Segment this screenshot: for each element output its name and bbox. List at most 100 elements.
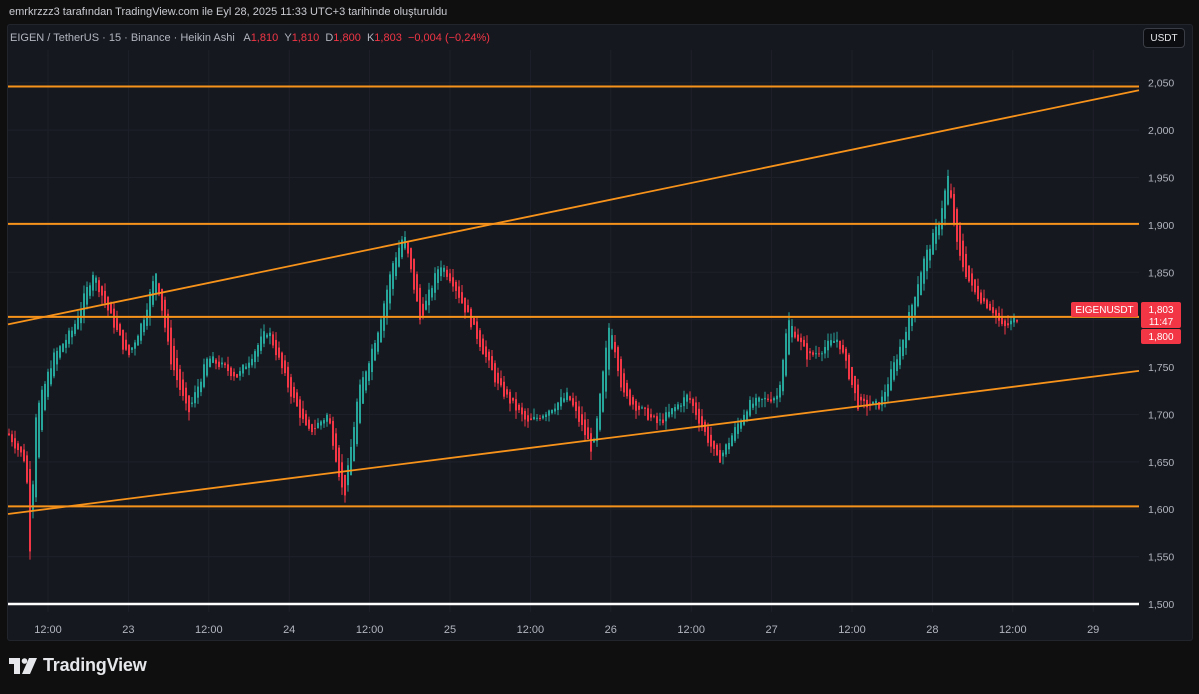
y-tick-label: 2,050 [1148,78,1174,90]
candle-body [746,411,748,420]
candle-body [125,339,127,350]
candle-body [905,331,907,348]
candle-body [281,352,283,369]
candle-body [497,372,499,384]
candle-body [881,396,883,406]
candle-body [29,468,31,552]
candle-body [977,285,979,299]
candle-body [311,424,313,433]
candle-body [242,364,244,374]
candle-body [914,296,916,316]
candle-body [482,338,484,355]
currency-button[interactable]: USDT [1143,28,1185,48]
candle-body [227,364,229,371]
candle-body [920,272,922,296]
candle-body [617,347,619,372]
candle-countdown: 11:47 [1149,317,1174,328]
candle-body [155,273,157,294]
candle-body [14,438,16,449]
candle-body [461,292,463,304]
low-price-label: 1,800 [1148,332,1173,343]
candle-body [764,397,766,400]
candle-body [287,366,289,388]
candle-body [290,377,292,397]
candle-body [527,415,529,422]
candle-body [335,433,337,462]
candle-body [413,258,415,290]
candle-body [917,284,919,307]
candle-body [416,274,418,302]
x-tick-label: 12:00 [677,624,705,636]
y-tick-label: 1,600 [1148,504,1174,516]
candle-body [521,407,523,415]
tradingview-logo-icon [9,657,37,674]
candle-body [557,402,559,411]
candle-body [95,277,97,283]
candle-body [266,334,268,338]
candles-layer [8,169,1018,560]
x-tick-label: 12:00 [999,624,1027,636]
candle-body [995,310,997,316]
candle-body [149,291,151,318]
candle-body [968,265,970,282]
candle-body [632,397,634,405]
x-tick-label: 24 [283,624,295,636]
candle-body [161,288,163,311]
candle-body [785,333,787,376]
candle-body [167,313,169,342]
candle-body [578,406,580,422]
candle-body [41,389,43,431]
low-value: 1,800 [333,32,361,44]
candle-body [989,303,991,311]
candle-body [1004,320,1006,327]
candle-body [581,414,583,425]
candle-body [179,369,181,390]
candle-body [158,283,160,295]
candle-body [263,331,265,344]
candle-body [305,413,307,426]
candle-body [356,401,358,445]
candle-body [683,397,685,407]
candle-body [467,305,469,313]
y-tick-label: 1,900 [1148,220,1174,232]
candle-body [302,408,304,420]
x-tick-label: 26 [605,624,617,636]
y-tick-label: 1,950 [1148,172,1174,184]
candle-body [992,307,994,314]
candle-body [551,409,553,414]
candle-body [815,353,817,355]
candle-body [359,384,361,423]
candle-body [605,347,607,392]
candle-body [836,339,838,342]
candle-body [494,363,496,383]
candle-body [23,449,25,462]
candle-body [644,407,646,409]
candle-body [893,362,895,380]
candle-body [740,420,742,429]
candle-body [347,465,349,486]
chart-panel[interactable] [7,24,1193,641]
x-tick-label: 12:00 [517,624,545,636]
candle-body [539,417,541,419]
candle-body [827,340,829,351]
candle-body [74,323,76,334]
candle-body [326,414,328,422]
candle-body [17,443,19,451]
candle-body [218,361,220,368]
candle-body [1013,317,1015,323]
candle-body [758,397,760,402]
candle-body [68,330,70,344]
candle-body [698,408,700,424]
candle-body [902,339,904,356]
candle-body [512,397,514,401]
candle-body [719,449,721,463]
candle-body [317,422,319,429]
candle-body [773,398,775,401]
candle-body [50,368,52,385]
candle-body [203,364,205,387]
candle-body [146,309,148,326]
candle-body [677,404,679,410]
candle-body [200,381,202,393]
